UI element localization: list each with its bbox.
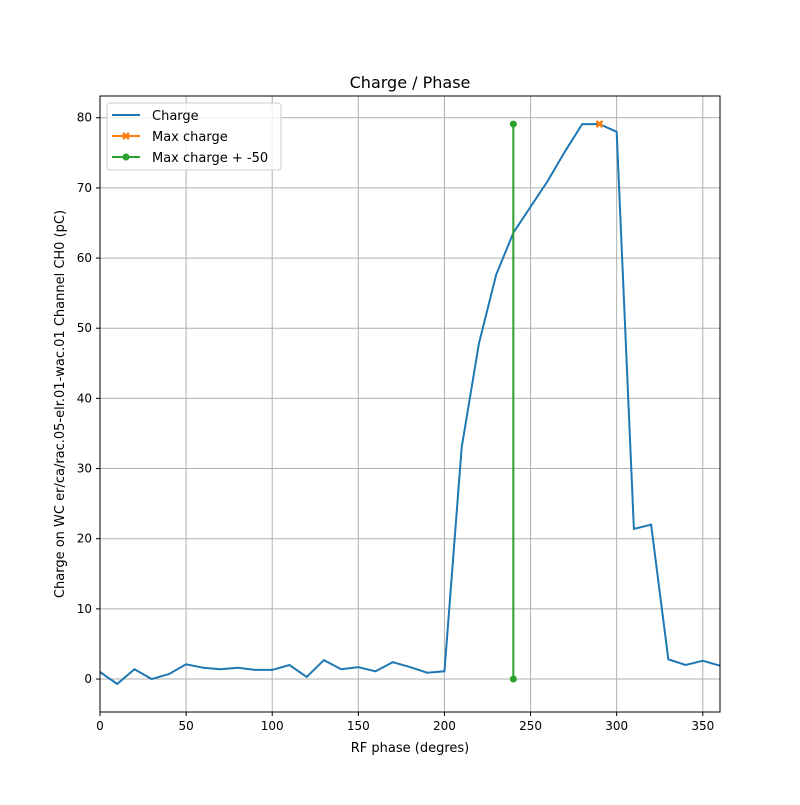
chart-title: Charge / Phase (350, 73, 471, 92)
data-point-max-charge (595, 120, 604, 128)
legend-label-charge: Charge (152, 109, 199, 124)
y-tick-label: 50 (77, 321, 92, 335)
legend-label-max-charge-50: Max charge + -50 (152, 151, 268, 166)
y-tick-label: 80 (77, 111, 92, 125)
y-tick-label: 60 (77, 251, 92, 265)
data-point-max-charge-50 (509, 675, 517, 683)
x-tick-label: 150 (347, 719, 370, 733)
y-tick-label: 20 (77, 532, 92, 546)
series-line-charge (99, 123, 721, 686)
x-axis-label: RF phase (degres) (351, 741, 469, 756)
legend-box (106, 102, 282, 171)
y-tick-label: 30 (77, 462, 92, 476)
y-tick-label: 70 (77, 181, 92, 195)
x-tick-label: 300 (605, 719, 628, 733)
x-tick-label: 100 (261, 719, 284, 733)
legend-marker-max-charge-50 (122, 153, 130, 161)
y-axis-label: Charge on WC er/ca/rac.05-elr.01-wac.01 … (53, 210, 68, 598)
x-tick-label: 0 (96, 719, 104, 733)
ticks: 0 50 100 150 200 250 300 350 0 10 20 30 40 50 60 70 80 (77, 111, 715, 733)
y-tick-label: 0 (84, 672, 92, 686)
y-tick-label: 10 (77, 602, 92, 616)
legend-marker-max-charge (122, 132, 130, 140)
x-tick-label: 350 (691, 719, 714, 733)
legend-label-max-charge: Max charge (152, 130, 228, 145)
legend: Charge Max charge Max charge + -50 (106, 102, 282, 171)
x-tick-label: 200 (433, 719, 456, 733)
grid (99, 96, 720, 712)
data-point-max-charge-50 (509, 120, 517, 128)
y-tick-label: 40 (77, 391, 92, 405)
series-layer (99, 120, 721, 686)
x-tick-label: 50 (178, 719, 193, 733)
axes-frame (99, 95, 721, 713)
x-tick-label: 250 (519, 719, 542, 733)
